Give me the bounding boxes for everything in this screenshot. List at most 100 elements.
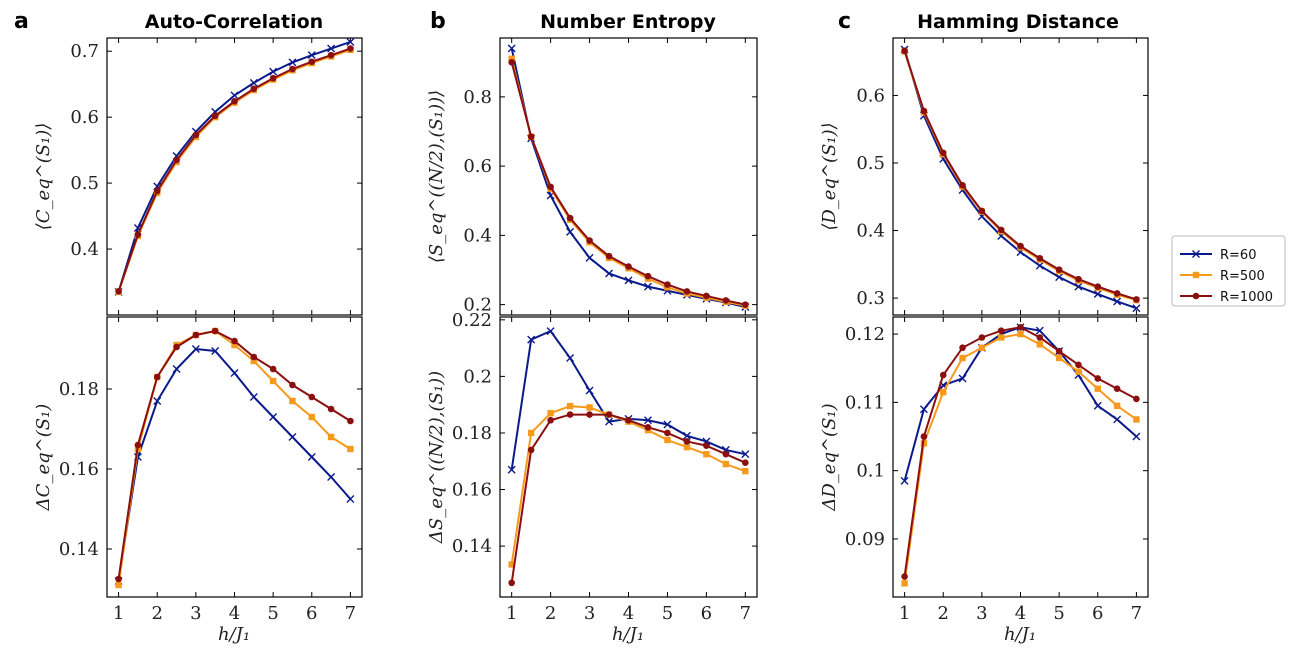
data-point	[742, 459, 749, 466]
plot-frame	[499, 37, 758, 316]
data-point	[586, 411, 593, 418]
data-point	[249, 393, 258, 401]
data-point	[153, 397, 162, 405]
series-line	[117, 47, 351, 292]
x-tick-label: 5	[662, 603, 673, 624]
data-point	[722, 297, 730, 304]
data-point	[269, 377, 277, 385]
data-point	[1074, 282, 1083, 291]
data-point	[742, 467, 749, 475]
data-point	[959, 344, 966, 352]
x-tick-label: 4	[229, 603, 240, 624]
y-axis-label: ΔD_eq^(S₁)	[819, 403, 840, 511]
data-point	[269, 365, 277, 373]
series-line	[117, 48, 351, 293]
data-point	[230, 369, 239, 377]
data-point	[250, 357, 258, 365]
data-point	[644, 424, 652, 431]
y-tick-label: 0.7	[70, 41, 99, 62]
y-tick-label: 0.4	[856, 221, 885, 242]
data-point	[250, 85, 258, 93]
panel-title-c: Hamming Distance	[917, 11, 1119, 33]
series-line	[903, 333, 1137, 584]
data-point	[507, 44, 516, 53]
x-tick-label: 1	[506, 603, 517, 624]
data-point	[1113, 402, 1121, 409]
panel-title-b: Number Entropy	[540, 11, 716, 33]
data-point	[134, 231, 142, 238]
data-point	[585, 386, 594, 395]
data-point	[346, 37, 355, 46]
data-point	[683, 288, 691, 295]
data-point	[643, 282, 652, 291]
data-point	[115, 581, 122, 589]
y-tick-label: 0.18	[59, 379, 99, 400]
data-point	[1035, 326, 1044, 335]
data-point	[269, 413, 278, 421]
y-tick-label: 0.09	[845, 529, 885, 550]
data-point	[1133, 416, 1140, 423]
plot-hamming-delta: 0.09 0.1 0.11 0.12 1 2 3 4 5 6 7 ΔD_eq^(S₁)	[819, 316, 1149, 624]
data-point	[566, 411, 574, 418]
data-point	[191, 345, 200, 353]
data-point	[507, 465, 516, 474]
plot-number-entropy-mean: 0.2 0.4 0.6 0.8 ⟨S_eq^((N/2),(S₁))⟩	[426, 37, 758, 316]
legend-item: R=60	[1180, 248, 1256, 263]
y-tick-label: 0.6	[856, 85, 885, 106]
plot-frame	[106, 37, 363, 316]
data-point	[1055, 354, 1063, 362]
data-point	[289, 65, 296, 73]
data-point	[547, 409, 554, 417]
x-tick-label: 1	[899, 603, 910, 624]
data-point	[231, 98, 238, 105]
y-tick-label: 0.4	[463, 225, 492, 246]
data-point	[1094, 375, 1102, 382]
data-point	[173, 156, 180, 164]
data-point	[211, 347, 220, 355]
y-tick-label: 0.2	[463, 295, 492, 316]
data-point	[664, 436, 671, 444]
data-point	[1093, 401, 1102, 410]
series-r-1000	[901, 323, 1140, 580]
data-point	[1133, 395, 1140, 403]
data-point	[644, 272, 652, 280]
series-line	[510, 329, 746, 470]
data-point	[940, 388, 947, 396]
plot-frame	[892, 37, 1149, 316]
data-point	[527, 429, 535, 437]
y-axis-label: ΔC_eq^(S₁)	[33, 404, 54, 512]
data-point	[327, 405, 335, 413]
plot-frame	[106, 316, 363, 598]
data-point	[1017, 330, 1024, 338]
data-point	[249, 78, 258, 87]
data-point	[1055, 273, 1064, 282]
data-point	[901, 573, 908, 580]
data-point	[959, 354, 966, 362]
data-point	[920, 107, 928, 115]
data-point	[664, 281, 671, 288]
data-point	[307, 453, 316, 461]
data-point	[901, 580, 908, 587]
data-point	[1113, 290, 1121, 297]
series-line	[117, 329, 351, 586]
data-point	[1132, 304, 1141, 313]
plot-hamming-mean: 0.3 0.4 0.5 0.6 ⟨D_eq^(S₁)⟩	[819, 37, 1149, 316]
data-point	[939, 149, 947, 157]
data-point	[1075, 361, 1082, 369]
xlabel-a: h/J₁	[218, 624, 250, 645]
plot-frame	[892, 316, 1149, 598]
data-point	[1055, 266, 1063, 274]
data-point	[153, 187, 161, 195]
x-tick-label: 5	[267, 603, 278, 624]
data-point	[605, 252, 613, 260]
data-point	[605, 411, 613, 418]
legend-marker	[1192, 250, 1200, 258]
y-axis-label: ⟨C_eq^(S₁)⟩	[33, 123, 54, 231]
data-point	[1055, 347, 1063, 355]
series-line	[510, 405, 746, 565]
data-point	[900, 476, 909, 485]
data-point	[741, 450, 750, 459]
series-r-500	[508, 55, 749, 309]
series-r-500	[901, 48, 1140, 304]
data-point	[1036, 341, 1044, 348]
